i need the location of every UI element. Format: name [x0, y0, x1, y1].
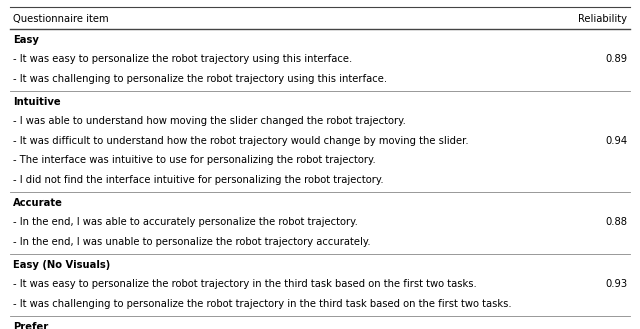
Text: - It was easy to personalize the robot trajectory using this interface.: - It was easy to personalize the robot t… — [13, 54, 352, 64]
Text: 0.89: 0.89 — [605, 54, 627, 64]
Text: Prefer: Prefer — [13, 322, 48, 329]
Text: - I did not find the interface intuitive for personalizing the robot trajectory.: - I did not find the interface intuitive… — [13, 175, 383, 185]
Text: - It was challenging to personalize the robot trajectory using this interface.: - It was challenging to personalize the … — [13, 74, 387, 84]
Text: - In the end, I was unable to personalize the robot trajectory accurately.: - In the end, I was unable to personaliz… — [13, 237, 371, 247]
Text: - It was easy to personalize the robot trajectory in the third task based on the: - It was easy to personalize the robot t… — [13, 279, 477, 289]
Text: 0.93: 0.93 — [605, 279, 627, 289]
Text: - It was difficult to understand how the robot trajectory would change by moving: - It was difficult to understand how the… — [13, 136, 468, 146]
Text: - I was able to understand how moving the slider changed the robot trajectory.: - I was able to understand how moving th… — [13, 116, 406, 126]
Text: 0.88: 0.88 — [605, 217, 627, 227]
Text: - In the end, I was able to accurately personalize the robot trajectory.: - In the end, I was able to accurately p… — [13, 217, 358, 227]
Text: Easy (No Visuals): Easy (No Visuals) — [13, 260, 110, 270]
Text: 0.94: 0.94 — [605, 136, 627, 146]
Text: Reliability: Reliability — [578, 14, 627, 24]
Text: Intuitive: Intuitive — [13, 97, 61, 107]
Text: - The interface was intuitive to use for personalizing the robot trajectory.: - The interface was intuitive to use for… — [13, 155, 376, 165]
Text: Questionnaire item: Questionnaire item — [13, 14, 109, 24]
Text: Accurate: Accurate — [13, 198, 63, 208]
Text: Easy: Easy — [13, 35, 39, 45]
Text: - It was challenging to personalize the robot trajectory in the third task based: - It was challenging to personalize the … — [13, 299, 511, 309]
